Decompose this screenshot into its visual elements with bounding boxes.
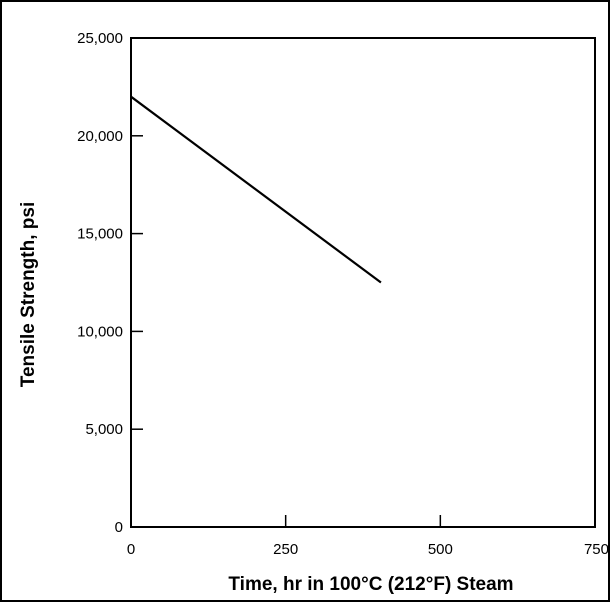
y-tick-label: 25,000 bbox=[77, 30, 123, 47]
plot-area bbox=[130, 37, 596, 528]
y-tick-label: 5,000 bbox=[85, 421, 123, 438]
y-tick-label: 20,000 bbox=[77, 128, 123, 145]
plot-border bbox=[130, 37, 596, 528]
y-tick-label: 0 bbox=[115, 519, 123, 536]
x-axis-title: Time, hr in 100°C (212°F) Steam bbox=[228, 574, 513, 595]
x-tick-label: 250 bbox=[273, 541, 298, 558]
x-tick-label: 0 bbox=[127, 541, 135, 558]
y-tick-label: 15,000 bbox=[77, 226, 123, 243]
y-axis-ticks: 0 5,000 10,000 15,000 20,000 25,000 bbox=[77, 30, 143, 536]
x-axis-ticks: 0 250 500 750 bbox=[127, 515, 609, 558]
series-line bbox=[130, 95, 382, 284]
y-tick-label: 10,000 bbox=[77, 323, 123, 340]
series-layer bbox=[130, 95, 382, 284]
x-tick-label: 500 bbox=[428, 541, 453, 558]
x-tick-label: 750 bbox=[584, 541, 609, 558]
y-axis-title: Tensile Strength, psi bbox=[18, 202, 39, 387]
